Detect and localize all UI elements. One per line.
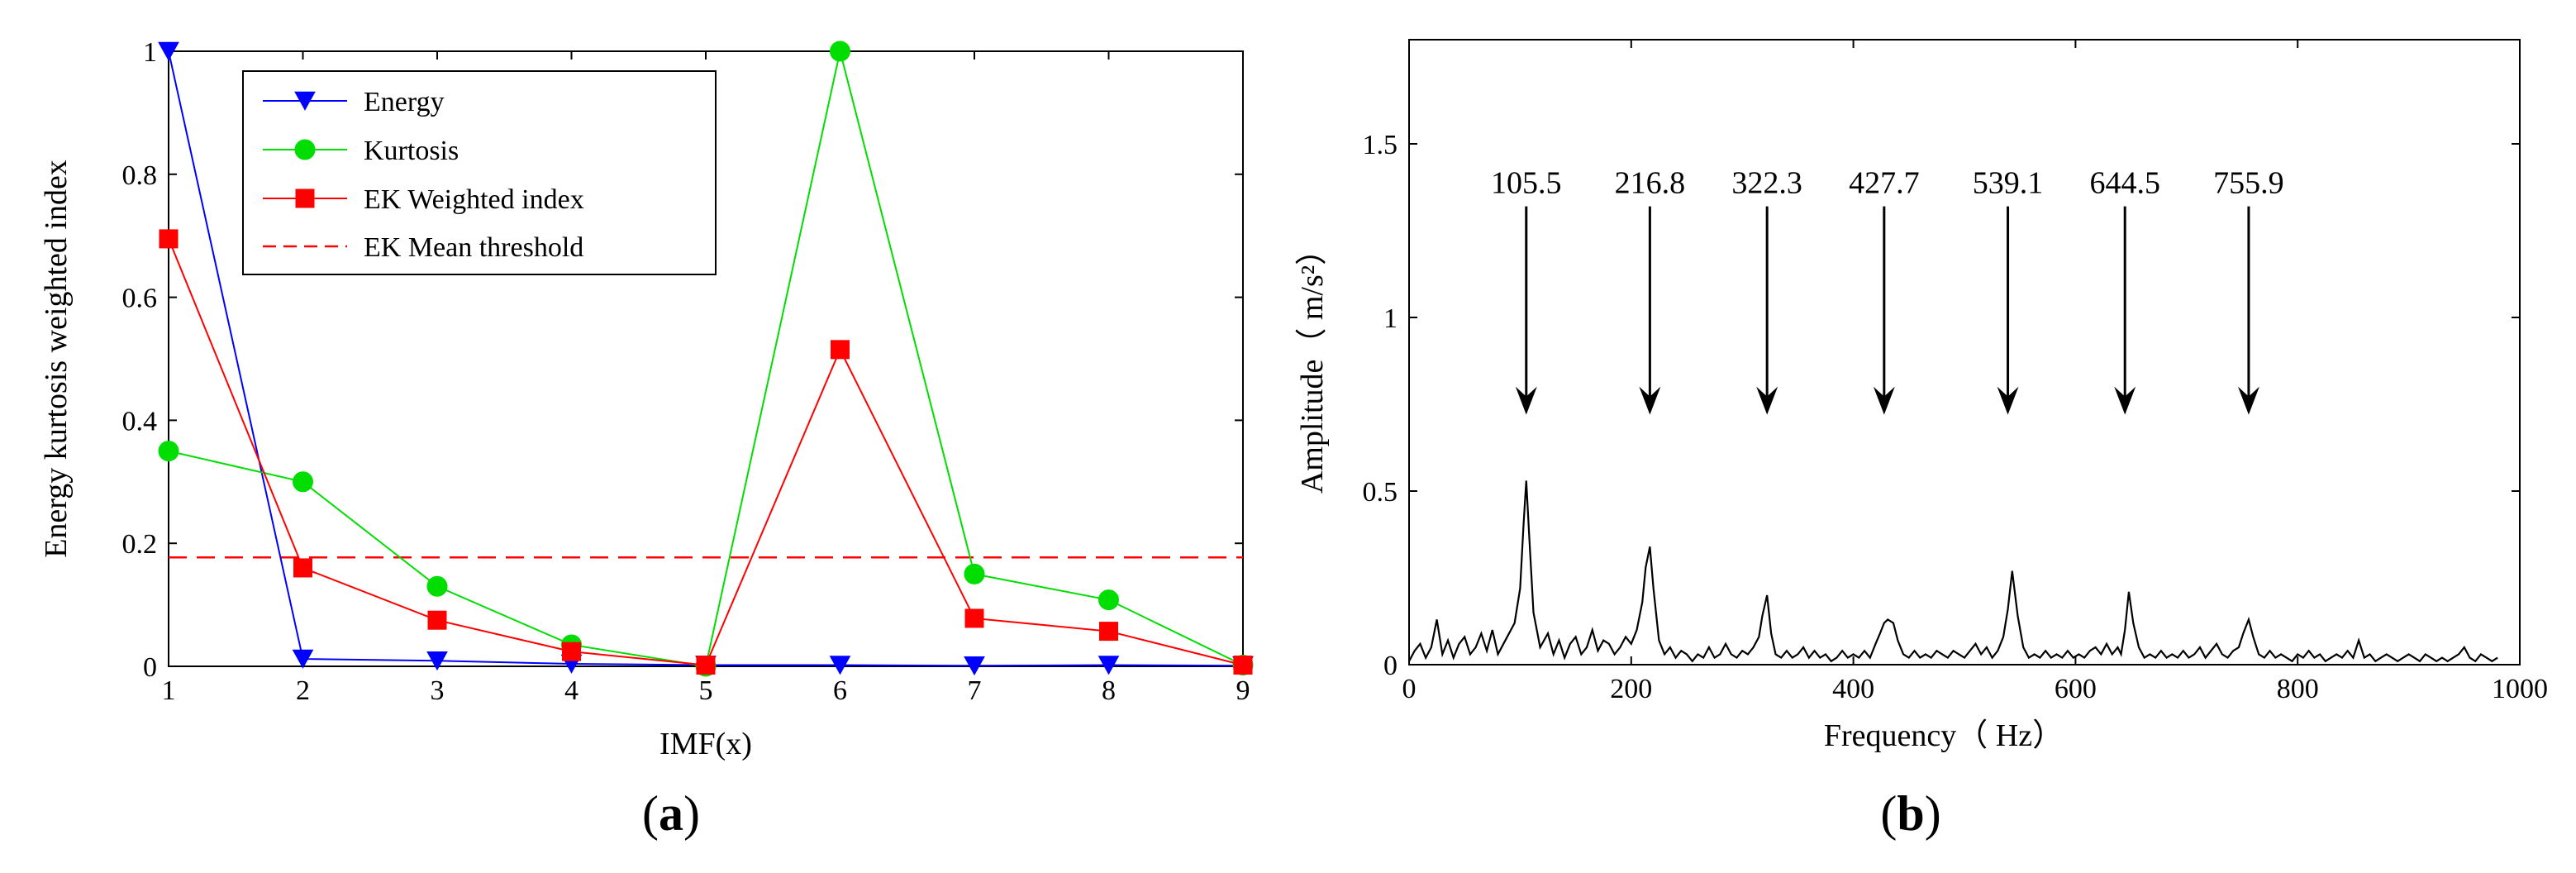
peak-frequency-label: 216.8	[1615, 166, 1686, 201]
chart-a-xtick-label: 8	[1102, 675, 1116, 706]
chart-b-ytick-label: 1.5	[1363, 130, 1398, 160]
chart-b-ytick-label: 0	[1383, 651, 1398, 681]
chart-a-xtick-label: 7	[968, 675, 982, 706]
legend-label: EK Weighted index	[364, 184, 584, 215]
chart-a-point-ek-weighted-index	[831, 340, 850, 360]
peak-arrow-head	[2114, 386, 2136, 415]
chart-b-peak-annotation: 539.1	[1973, 166, 2044, 415]
peak-arrow-head	[1639, 386, 1661, 415]
chart-b-xtick-label: 600	[2055, 674, 2097, 704]
chart-b-peak-annotation: 105.5	[1491, 166, 1562, 415]
chart-b-xtick-label: 200	[1610, 674, 1652, 704]
peak-arrow-head	[1515, 386, 1537, 415]
chart-a-point-energy	[426, 651, 448, 671]
chart-a-line-ek-weighted-index	[168, 238, 1244, 666]
chart-a-ytick-label: 0.2	[122, 529, 158, 560]
peak-arrow-head	[1873, 386, 1895, 415]
chart-b-xlabel: Frequency（ Hz）	[1824, 718, 2064, 753]
chart-b-plot-frame	[1408, 39, 2521, 665]
chart-b-peak-annotation: 644.5	[2089, 166, 2160, 415]
legend-swatch-marker	[294, 91, 316, 111]
chart-a-point-kurtosis	[158, 441, 179, 462]
chart-a-xtick-label: 4	[564, 675, 579, 706]
chart-a-series	[158, 41, 1254, 677]
legend-label: EK Mean threshold	[364, 232, 583, 263]
peak-frequency-label: 755.9	[2213, 166, 2284, 201]
chart-a-xtick-label: 1	[162, 675, 176, 706]
legend-swatch-marker	[294, 139, 316, 160]
chart-a-point-energy	[1098, 656, 1120, 675]
chart-a-point-ek-weighted-index	[1099, 622, 1118, 642]
chart-a-point-energy	[964, 656, 985, 676]
chart-a-panel-label: (a)	[642, 786, 700, 841]
chart-b-ytick-label: 0.5	[1363, 477, 1398, 508]
chart-b-xtick-label: 800	[2277, 674, 2319, 704]
chart-a-point-ek-weighted-index	[1233, 656, 1253, 675]
legend-label: Kurtosis	[364, 136, 459, 166]
chart-a-ticks: 1 2 3 4 5 6 7 8 9 0 0.2 0.4 0.6 0.8 1	[122, 37, 1250, 706]
chart-a-point-energy	[829, 656, 851, 675]
chart-a-point-kurtosis	[293, 471, 313, 493]
peak-arrow-head	[2237, 386, 2259, 415]
peak-frequency-label: 644.5	[2089, 166, 2160, 201]
peak-frequency-label: 539.1	[1973, 166, 2044, 201]
chart-a-point-kurtosis	[830, 41, 850, 62]
chart-a-legend: Energy Kurtosis EK Weighted index EK Mean t…	[242, 70, 717, 275]
chart-a-xtick-label: 3	[431, 675, 445, 706]
chart-b-ytick-label: 1	[1383, 303, 1398, 334]
legend-swatch-marker	[295, 188, 315, 208]
chart-b-panel-label: (b)	[1880, 786, 1940, 841]
chart-a-ytick-label: 0	[143, 652, 157, 683]
chart-b-peak-annotation: 427.7	[1849, 166, 1920, 415]
chart-b-ticks: 0 200 400 600 800 1000 0 0.5 1 1.5	[1363, 40, 2548, 704]
chart-a-ytick-label: 0.8	[122, 160, 158, 191]
peak-frequency-label: 427.7	[1849, 166, 1920, 201]
chart-a-point-ek-weighted-index	[427, 610, 447, 630]
legend-label: Energy	[364, 87, 445, 117]
chart-a-point-ek-weighted-index	[964, 608, 984, 628]
chart-b: 0 200 400 600 800 1000 0 0.5 1 1.5 105.5 216.8 322.…	[1295, 39, 2548, 841]
chart-a-xtick-label: 9	[1236, 675, 1250, 706]
chart-b-peak-annotation: 755.9	[2213, 166, 2284, 415]
chart-a-ytick-label: 1	[143, 37, 157, 68]
chart-a-point-ek-weighted-index	[562, 642, 581, 661]
chart-a-point-kurtosis	[426, 575, 448, 597]
peak-frequency-label: 322.3	[1731, 166, 1802, 201]
chart-a-point-kurtosis	[964, 563, 985, 584]
chart-a-point-kurtosis	[1098, 589, 1119, 611]
chart-a-xtick-label: 2	[296, 675, 310, 706]
chart-b-ylabel: Amplitude（ m/s²）	[1295, 234, 1330, 494]
chart-a-xlabel: IMF(x)	[659, 727, 752, 761]
chart-a-point-ek-weighted-index	[293, 558, 312, 578]
chart-a-xtick-label: 6	[833, 675, 847, 706]
chart-b-spectrum-line	[1408, 480, 2498, 663]
chart-a-ytick-label: 0.4	[122, 406, 158, 436]
peak-frequency-label: 105.5	[1491, 166, 1562, 201]
chart-b-xtick-label: 1000	[2492, 674, 2548, 704]
chart-a-point-energy	[158, 41, 179, 61]
chart-a: 1 2 3 4 5 6 7 8 9 0 0.2 0.4 0.6 0.8 1 Energy Kurtosis EK…	[39, 37, 1254, 841]
chart-a-legend-box	[242, 70, 717, 275]
chart-a-ytick-label: 0.6	[122, 284, 158, 314]
chart-a-point-ek-weighted-index	[159, 229, 179, 249]
chart-b-peak-annotation: 216.8	[1615, 166, 1686, 415]
chart-a-point-ek-weighted-index	[696, 656, 716, 675]
chart-b-peak-annotations: 105.5 216.8 322.3 427.7 539.1 644.5 755.9	[1491, 166, 2284, 415]
chart-a-series-ek-weighted-index	[159, 229, 1253, 675]
peak-arrow-head	[1756, 386, 1778, 415]
chart-a-xtick-label: 5	[699, 675, 713, 706]
chart-a-point-energy	[292, 649, 314, 669]
chart-b-xtick-label: 400	[1832, 674, 1874, 704]
chart-b-xtick-label: 0	[1402, 674, 1417, 704]
chart-a-ylabel: Energy kurtosis weighted index	[39, 160, 74, 558]
chart-b-peak-annotation: 322.3	[1731, 166, 1802, 415]
peak-arrow-head	[1997, 386, 2019, 415]
